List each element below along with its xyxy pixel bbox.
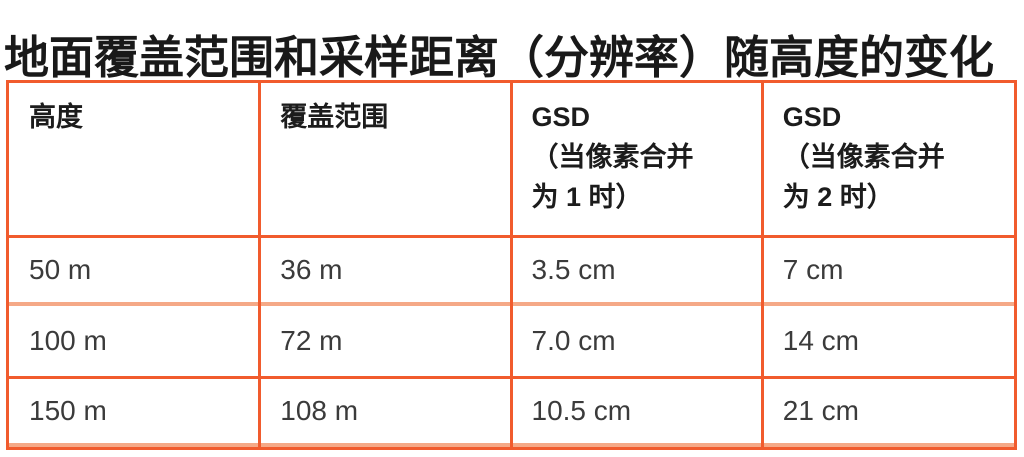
table-cell: 7 cm <box>782 254 844 285</box>
table-cell: 21 cm <box>782 395 859 426</box>
column-divider-1 <box>258 83 262 447</box>
table-cell: 100 m <box>29 325 107 356</box>
column-header-coverage: 覆盖范围 <box>260 83 511 235</box>
table-cell: 36 m <box>280 254 343 285</box>
table-cell: 10.5 cm <box>531 395 632 426</box>
table-cell: 3.5 cm <box>531 254 616 285</box>
column-header-label: 覆盖范围 <box>280 102 389 132</box>
table-cell: 108 m <box>280 395 359 426</box>
column-header-gsd-bin1: GSD （当像素合并 为 1 时） <box>512 83 763 235</box>
table-cell: 14 cm <box>782 325 859 356</box>
table-cell: 7.0 cm <box>531 325 616 356</box>
column-header-altitude: 高度 <box>9 83 260 235</box>
table-cell: 150 m <box>29 395 107 426</box>
table-cell: 50 m <box>29 254 92 285</box>
gsd-spec-table: 高度 覆盖范围 GSD （当像素合并 为 1 时） GSD （当像素合并 为 2… <box>6 80 1017 450</box>
table-cell: 72 m <box>280 325 343 356</box>
column-header-gsd-bin2: GSD （当像素合并 为 2 时） <box>763 83 1014 235</box>
column-header-label: 高度 <box>29 102 83 132</box>
column-header-sublabel: 为 1 时） <box>531 182 643 212</box>
column-header-label: GSD <box>531 102 591 132</box>
column-divider-2 <box>509 83 513 447</box>
column-header-sublabel: （当像素合并 <box>782 142 945 172</box>
column-header-sublabel: （当像素合并 <box>531 142 694 172</box>
column-divider-3 <box>760 83 764 447</box>
column-header-sublabel: 为 2 时） <box>782 182 894 212</box>
column-header-label: GSD <box>782 102 842 132</box>
page-title: 地面覆盖范围和采样距离（分辨率）随高度的变化 <box>4 32 995 84</box>
table-header-row: 高度 覆盖范围 GSD （当像素合并 为 1 时） GSD （当像素合并 为 2… <box>9 83 1014 238</box>
